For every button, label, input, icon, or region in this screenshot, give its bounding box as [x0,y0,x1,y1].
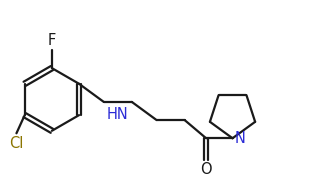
Text: Cl: Cl [9,136,24,151]
Text: O: O [200,162,212,177]
Text: F: F [48,33,56,48]
Text: HN: HN [107,107,129,122]
Text: N: N [234,131,245,146]
